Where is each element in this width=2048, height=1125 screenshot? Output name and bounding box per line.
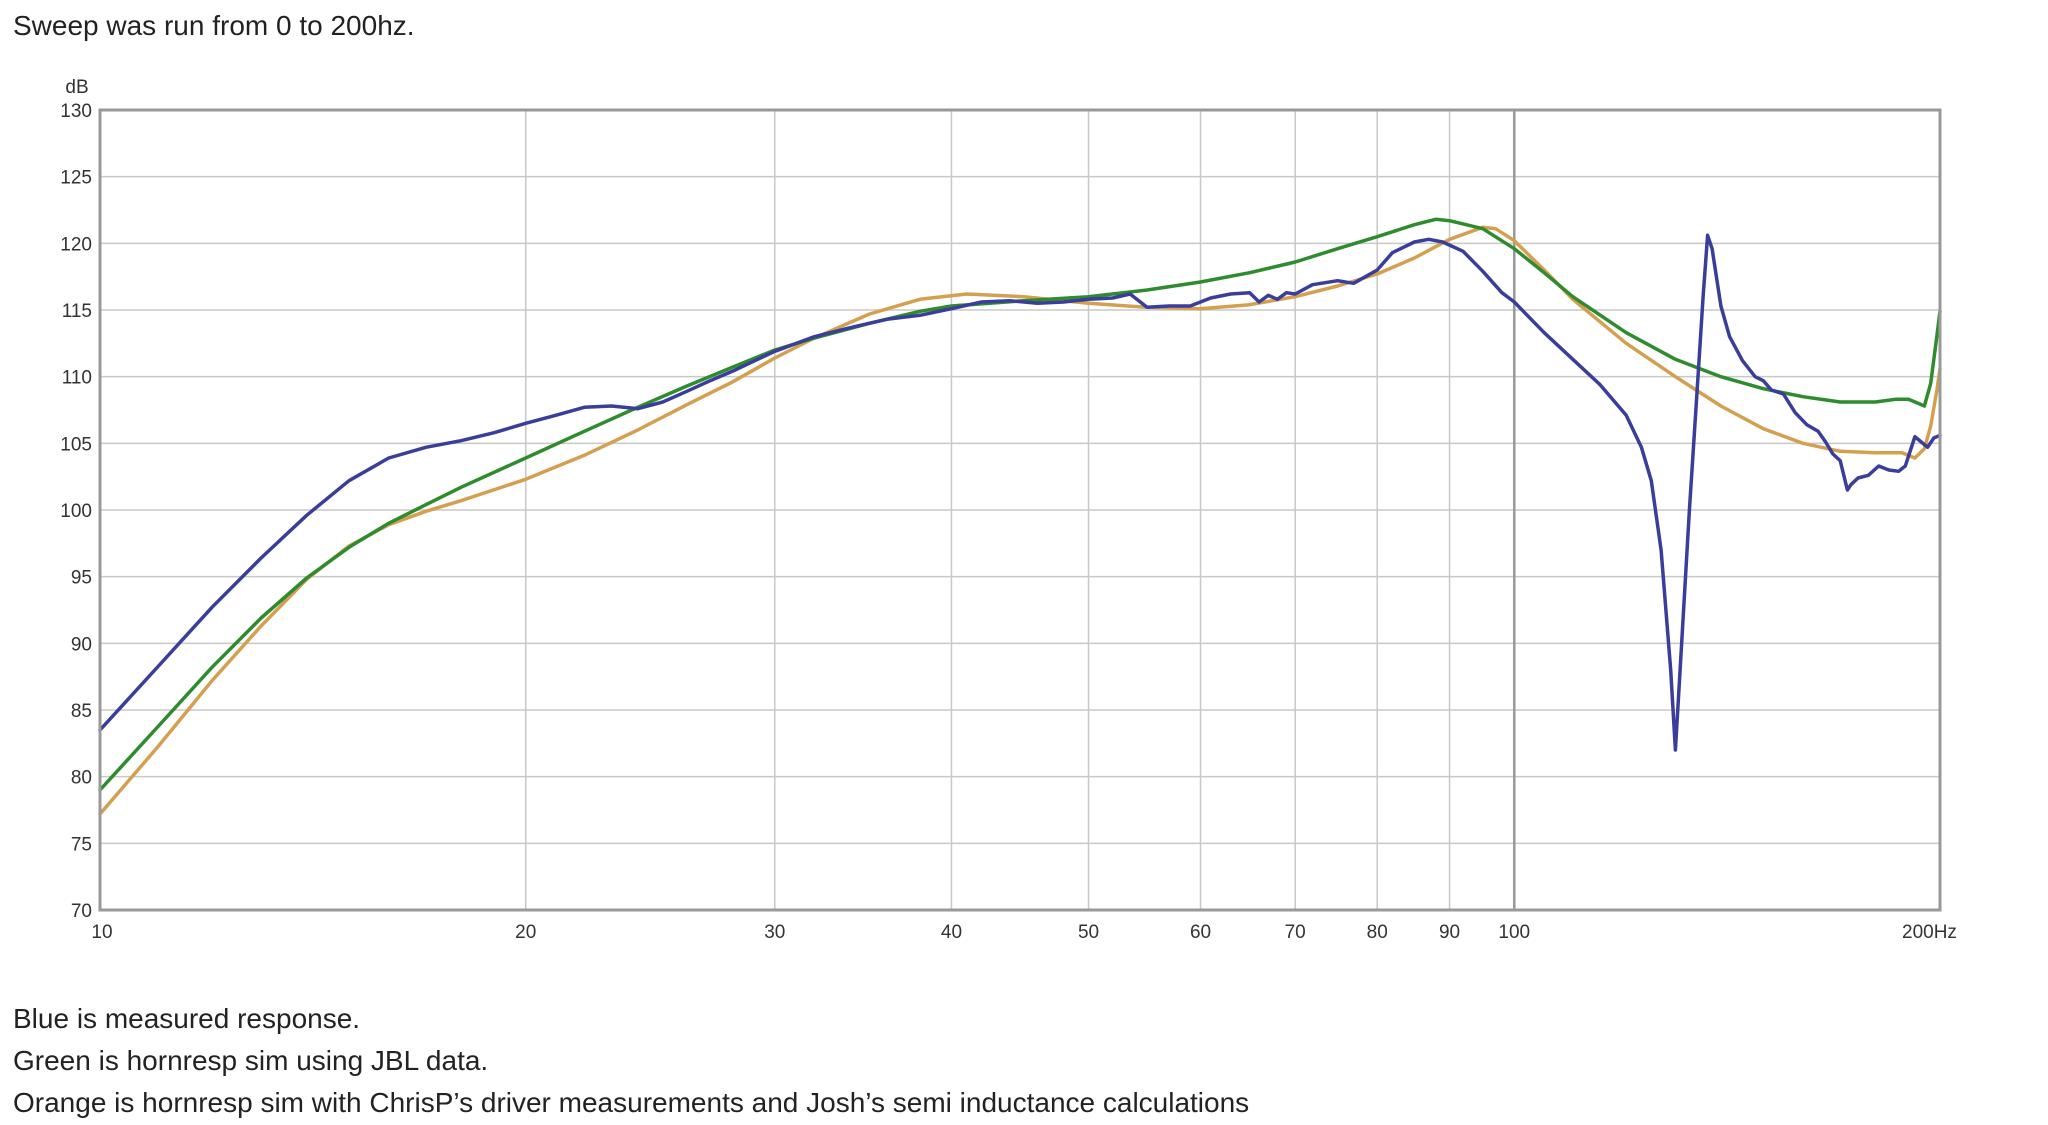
- plot-frame: [98, 108, 1942, 912]
- caption-green: Green is hornresp sim using JBL data.: [13, 1045, 489, 1076]
- y-tick-label: 125: [60, 168, 92, 189]
- y-tick-label: 95: [71, 568, 92, 589]
- y-tick-label: 115: [62, 301, 92, 322]
- series-line: [98, 233, 1942, 752]
- x-tick-label: 80: [1367, 922, 1388, 943]
- data-series: [98, 217, 1942, 816]
- y-tick-label: 85: [71, 701, 92, 722]
- x-tick-label: 40: [941, 922, 962, 943]
- frequency-response-chart: 130 125 120 115 110 105 100 95 90 85 80 75 70 10 20 30 4…: [0, 70, 2048, 970]
- y-tick-label: 120: [60, 234, 92, 255]
- y-tick-label: 80: [71, 768, 92, 789]
- x-tick-label: 30: [764, 922, 785, 943]
- caption-orange: Orange is hornresp sim with ChrisP’s dri…: [13, 1087, 1250, 1118]
- y-tick-label: 100: [60, 501, 92, 522]
- series-line: [98, 217, 1942, 792]
- caption-blue: Blue is measured response.: [13, 1003, 361, 1034]
- x-tick-label: 100: [1498, 922, 1530, 943]
- x-tick-label: 10: [91, 922, 112, 943]
- caption-list: Blue is measured response. Green is horn…: [13, 998, 1249, 1124]
- x-tick-label: 50: [1078, 922, 1099, 943]
- x-tick-label: 70: [1285, 922, 1306, 943]
- series-line: [98, 225, 1942, 816]
- x-tick-label: 200Hz: [1902, 922, 1957, 943]
- y-tick-label: 105: [60, 434, 92, 455]
- bottom-fade: [1250, 1088, 2048, 1125]
- intro-text: Sweep was run from 0 to 200hz.: [13, 10, 415, 41]
- x-tick-label: 90: [1439, 922, 1460, 943]
- y-unit-label: dB: [65, 77, 88, 98]
- grid-lines: [100, 110, 1940, 910]
- y-tick-label: 75: [71, 834, 92, 855]
- y-tick-label: 110: [62, 368, 92, 389]
- y-tick-label: 90: [71, 634, 92, 655]
- y-tick-label: 70: [71, 901, 92, 922]
- x-tick-label: 20: [515, 922, 536, 943]
- x-tick-label: 60: [1190, 922, 1211, 943]
- y-tick-label: 130: [60, 101, 92, 122]
